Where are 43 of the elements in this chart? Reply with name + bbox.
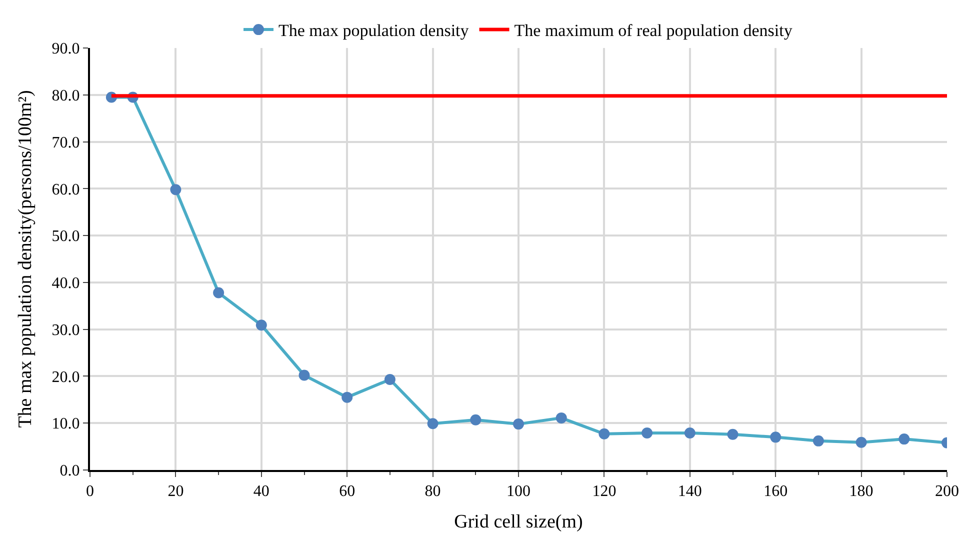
- point: [513, 418, 524, 430]
- y-tick-label: 30.0: [52, 322, 80, 339]
- point: [170, 184, 182, 196]
- y-tick-label: 10.0: [52, 416, 80, 433]
- y-axis-title: The max population density(persons/100m²): [15, 90, 36, 428]
- x-tick-label: 40: [253, 483, 270, 500]
- point: [727, 428, 738, 440]
- point: [556, 412, 567, 424]
- y-tick-label: 20.0: [52, 368, 80, 386]
- point: [598, 428, 610, 440]
- y-tick-label: 50.0: [52, 228, 80, 246]
- x-tick-label: 20: [168, 483, 184, 500]
- y-tick-label: 70.0: [52, 134, 80, 152]
- x-tick-label: 180: [849, 483, 874, 500]
- y-tick-label: 90.0: [52, 40, 80, 58]
- point: [427, 418, 438, 430]
- x-tick-label: 160: [764, 483, 788, 500]
- legend-label: The max population density: [278, 21, 470, 40]
- point: [812, 435, 824, 446]
- x-axis-title: Grid cell size(m): [454, 512, 583, 532]
- point: [342, 392, 353, 403]
- y-tick-label: 0.0: [60, 462, 80, 480]
- point: [856, 436, 867, 448]
- point: [384, 374, 396, 385]
- point: [642, 427, 653, 438]
- point: [770, 432, 782, 443]
- x-tick-label: 0: [86, 483, 94, 500]
- point: [213, 287, 224, 298]
- x-tick-label: 100: [506, 483, 530, 500]
- x-tick-label: 80: [424, 483, 441, 500]
- y-tick-label: 60.0: [52, 181, 80, 198]
- point: [684, 427, 696, 438]
- point: [256, 320, 267, 331]
- legend-label: The maximum of real population density: [514, 21, 793, 40]
- y-tick-label: 80.0: [52, 87, 80, 104]
- x-tick-label: 120: [592, 483, 616, 500]
- point: [470, 414, 482, 426]
- x-tick-label: 140: [678, 483, 702, 500]
- point: [298, 370, 310, 381]
- y-tick-label: 40.0: [52, 275, 80, 292]
- x-tick-label: 200: [935, 483, 959, 500]
- point: [898, 434, 910, 445]
- x-tick-label: 60: [339, 483, 356, 500]
